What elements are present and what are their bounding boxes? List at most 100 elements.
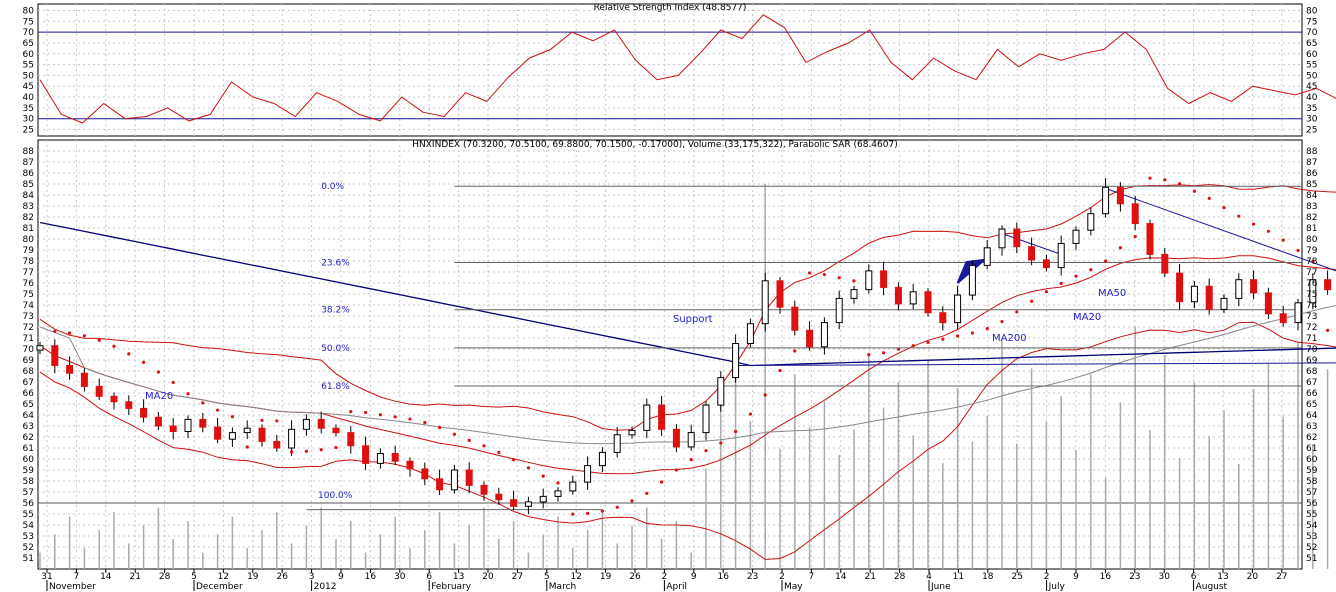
candle-body [1190, 285, 1198, 303]
candle [598, 447, 606, 473]
candle-body [687, 432, 695, 448]
candle-body [1028, 246, 1036, 261]
x-tick-label: 14 [835, 572, 847, 582]
candle [820, 317, 828, 355]
sar-dot [541, 474, 545, 478]
candle [510, 490, 518, 511]
price-y-tick-label: 75 [1306, 290, 1317, 300]
month-label: April [666, 582, 687, 592]
candle [865, 264, 873, 294]
month-label: June [930, 582, 951, 592]
candle [613, 426, 621, 458]
candle [539, 488, 547, 509]
price-y-tick-label: 65 [1306, 400, 1317, 410]
x-tick-label: 30 [1158, 572, 1170, 582]
candle [273, 434, 281, 452]
candle-body [820, 322, 828, 348]
price-y-tick-label: 58 [1306, 477, 1318, 487]
x-tick-label: 9 [338, 572, 344, 582]
candle-body [1250, 279, 1258, 294]
sar-dot [53, 329, 57, 333]
sar-dot [837, 276, 841, 280]
sar-dot [1000, 319, 1004, 324]
sar-dot [304, 449, 308, 453]
x-tick-label: 2 [779, 572, 785, 582]
ma20-label-right: MA20 [1073, 312, 1101, 323]
ma50-line [39, 305, 1336, 445]
candle-body [924, 291, 932, 314]
candle [761, 272, 769, 332]
candle-body [1131, 203, 1139, 225]
sar-dot [600, 509, 605, 513]
rsi-y-tick-label: 30 [23, 115, 35, 125]
price-y-tick-label: 71 [23, 334, 34, 344]
sar-dot [985, 327, 989, 331]
candle [243, 420, 251, 440]
bollinger-bands [39, 184, 1336, 560]
candle [1042, 254, 1050, 272]
sar-dot [911, 344, 915, 348]
rsi-y-tick-label: 50 [23, 71, 35, 81]
price-y-tick-label: 74 [23, 301, 35, 311]
candle-body [954, 294, 962, 324]
price-y-tick-label: 66 [23, 389, 35, 399]
sar-dot [822, 272, 827, 277]
candle-body [51, 345, 59, 367]
x-tick-label: 5 [544, 572, 550, 582]
candle-body [376, 453, 384, 464]
candle [1190, 281, 1198, 309]
candle-body [1146, 223, 1154, 255]
candle-body [1324, 279, 1332, 291]
sar-dot [867, 353, 871, 357]
sar-dot [660, 480, 664, 484]
price-y-tick-label: 87 [23, 158, 34, 168]
price-y-tick-label: 64 [23, 411, 35, 421]
candle-body [406, 460, 414, 470]
x-tick-label: 23 [1129, 572, 1140, 582]
candle [1013, 222, 1021, 254]
candle-body [1205, 285, 1213, 310]
sar-dot [423, 420, 427, 425]
rsi-series [38, 14, 1336, 124]
sar-dot [778, 368, 782, 373]
sar-dot [719, 441, 723, 445]
candle [421, 462, 429, 486]
sar-dot [216, 408, 220, 412]
candle-body [672, 428, 680, 448]
candle-body [761, 280, 769, 325]
rsi-y-tick-label: 60 [23, 50, 35, 60]
price-y-tick-label: 81 [23, 224, 34, 234]
rsi-panel [37, 3, 1303, 137]
candle-body [1279, 313, 1287, 324]
x-tick-label: 23 [747, 572, 758, 582]
candle [746, 318, 754, 348]
month-label: 2012 [314, 582, 337, 592]
rsi-title: Relative Strength Index (48.8577) [594, 3, 747, 13]
sar-dot [142, 360, 146, 364]
candle [1309, 273, 1317, 310]
parabolic-sar [53, 176, 1330, 516]
candle-body [347, 432, 355, 447]
candle-body [1042, 259, 1050, 269]
x-tick-label: 21 [129, 572, 140, 582]
rsi-y-tick-label: 70 [23, 28, 35, 38]
month-label: March [549, 582, 576, 592]
sar-dot [1192, 189, 1196, 193]
price-y-tick-label: 69 [23, 356, 35, 366]
sar-dot [482, 444, 486, 448]
candle [554, 487, 562, 502]
price-y-tick-label: 88 [1306, 147, 1318, 157]
x-tick-label: 16 [717, 572, 729, 582]
candle [998, 225, 1006, 256]
rsi-y-tick-label: 80 [23, 6, 35, 16]
sar-dot [526, 466, 531, 470]
candle [806, 321, 814, 351]
candle [1279, 305, 1287, 327]
candle-body [746, 323, 754, 345]
candle-body [998, 228, 1006, 249]
price-y-tick-label: 57 [23, 488, 34, 498]
price-y-tick-label: 75 [23, 290, 34, 300]
candle [1028, 237, 1036, 266]
x-tick-label: 7 [809, 572, 815, 582]
sar-dot [1015, 310, 1019, 314]
